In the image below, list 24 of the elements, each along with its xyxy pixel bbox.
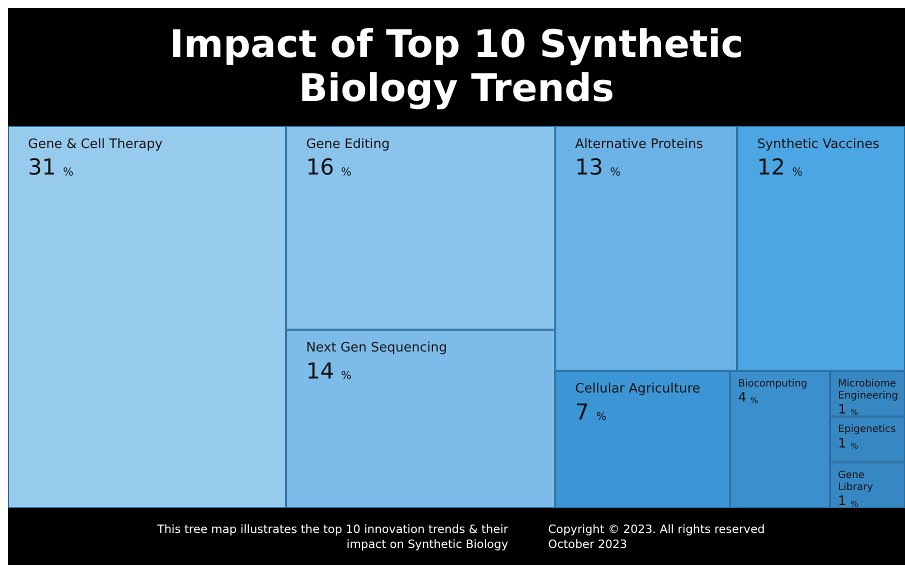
text: Impact of Top 10 Synthetic Biology Trends <box>8 8 905 126</box>
category-label: Alternative Proteins <box>575 136 704 152</box>
category-label: Biocomputing <box>738 378 808 390</box>
data-label: 7 % <box>575 400 607 426</box>
category-label: Epigenetics <box>838 424 896 436</box>
category-label: Gene Library <box>838 470 874 493</box>
text: Copyright © 2023. All rights reserved <box>548 522 765 536</box>
text: This tree map illustrates the top 10 innovation trends & their impact on Synthetic Biology <box>156 522 508 552</box>
category-label: Gene & Cell Therapy <box>28 136 163 152</box>
category-label: Gene Editing <box>306 136 390 152</box>
data-label: 13 % <box>575 156 621 181</box>
category-label: Microbiome Engineering <box>838 378 898 402</box>
data-label: 1 % <box>838 494 858 510</box>
data-label: 1 % <box>838 402 858 418</box>
category-label: Synthetic Vaccines <box>757 136 880 152</box>
category-label: Cellular Agriculture <box>575 382 700 397</box>
data-label: 12 % <box>757 156 803 181</box>
text: October 2023 <box>548 536 628 552</box>
data-label: 31 % <box>28 156 74 181</box>
data-label: 16 % <box>306 156 352 181</box>
category-label: Next Gen Sequencing <box>306 340 448 356</box>
data-label: 14 % <box>306 359 352 384</box>
data-label: 1 % <box>838 436 858 452</box>
data-label: 4 % <box>738 390 758 406</box>
